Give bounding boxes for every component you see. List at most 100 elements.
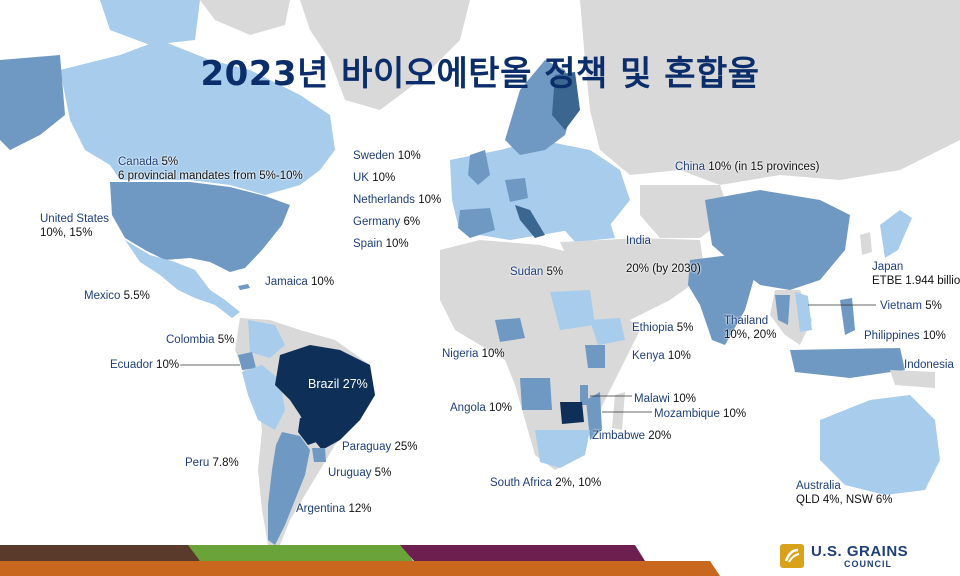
rate-value: 5% (217, 334, 235, 346)
canada-shape (60, 40, 335, 195)
country-name: Canada (118, 156, 159, 168)
country-name: Argentina (296, 503, 346, 515)
rate-value: 10%, 15% (40, 227, 93, 239)
logo-name-text: U.S. GRAINS (811, 543, 909, 560)
spain-shape (458, 208, 495, 238)
nigeria-shape (495, 318, 525, 342)
label-spain: Spain 10% (353, 237, 409, 251)
country-name: Sweden (353, 150, 395, 162)
label-colombia: Colombia 5% (166, 333, 234, 347)
arctic-islands-shape (200, 0, 290, 35)
rate-value: 10% (385, 238, 409, 250)
rate-value: 5% (925, 300, 942, 312)
country-name: Mexico (84, 290, 121, 302)
thailand-shape (775, 295, 790, 325)
rate-value: 20% (648, 430, 672, 442)
footer-stripe-brown (0, 545, 200, 561)
rate-value: 5.5% (123, 290, 150, 302)
label-ecuador: Ecuador 10% (110, 358, 179, 372)
rate-value: 10% (418, 194, 442, 206)
us-grains-council-logo: U.S. GRAINS COUNCIL (778, 542, 960, 572)
rate-value: 20% (by 2030) (626, 263, 701, 275)
rate-value: 10% (311, 276, 335, 288)
germany-shape (505, 178, 528, 202)
rate-value: 10% (708, 161, 732, 173)
rate-value: 5% (374, 467, 392, 479)
country-name: South Africa (490, 477, 553, 489)
rate-value: 2%, 10% (555, 477, 602, 489)
label-united-states: United States 10%, 15% (40, 212, 109, 240)
label-south-africa: South Africa 2%, 10% (490, 476, 601, 490)
label-angola: Angola 10% (450, 401, 512, 415)
rate-value: 27% (342, 377, 368, 391)
country-name: Spain (353, 238, 383, 250)
label-brazil: Brazil 27% (308, 377, 368, 391)
label-australia: Australia QLD 4%, NSW 6% (796, 479, 893, 507)
country-name: Colombia (166, 334, 215, 346)
rate-value: 5% (161, 156, 179, 168)
label-china: China 10% (in 15 provinces) (675, 160, 820, 174)
label-peru: Peru 7.8% (185, 456, 239, 470)
label-india: India 20% (by 2030) (626, 234, 701, 276)
rate-value: 6% (403, 216, 421, 228)
label-uruguay: Uruguay 5% (328, 466, 391, 480)
country-name: Australia (796, 480, 841, 492)
label-malawi: Malawi 10% (634, 392, 696, 406)
logo-sub-text: COUNCIL (844, 559, 892, 569)
australia-shape (820, 395, 940, 495)
rate-value: 10% (489, 402, 513, 414)
country-name: Paraguay (342, 441, 392, 453)
russia-shape (580, 0, 960, 185)
country-name: Thailand (724, 315, 769, 327)
country-name: Jamaica (265, 276, 308, 288)
zimbabwe-shape (560, 402, 584, 424)
label-mozambique: Mozambique 10% (654, 407, 746, 421)
footer-stripe-orange (0, 561, 720, 576)
rate-value: 5% (676, 322, 694, 334)
label-canada: Canada 5% 6 provincial mandates from 5%-… (118, 155, 303, 183)
label-nigeria: Nigeria 10% (442, 347, 505, 361)
rate-value: ETBE 1.944 billion (872, 275, 960, 287)
country-name: Germany (353, 216, 401, 228)
country-name: Indonesia (904, 359, 954, 371)
korea-shape (860, 232, 872, 255)
label-netherlands: Netherlands 10% (353, 193, 441, 207)
madagascar-shape (612, 392, 625, 430)
country-name: Malawi (634, 393, 670, 405)
south-africa-shape (535, 430, 590, 468)
vietnam-shape (795, 292, 812, 332)
philippines-shape (840, 298, 855, 335)
sudan-shape (550, 290, 595, 330)
rate-value: 10% (481, 348, 505, 360)
country-name: United States (40, 213, 110, 225)
label-sweden: Sweden 10% (353, 149, 421, 163)
label-philippines: Philippines 10% (864, 329, 946, 343)
country-name: Kenya (632, 350, 665, 362)
country-name: Zimbabwe (592, 430, 646, 442)
jamaica-shape (238, 284, 250, 290)
label-argentina: Argentina 12% (296, 502, 371, 516)
rate-value: 10% (667, 350, 691, 362)
italy-shape (515, 205, 545, 238)
rate-value: 10% (673, 393, 697, 405)
note-text: (in 15 provinces) (734, 161, 820, 173)
uruguay-shape (312, 448, 326, 462)
country-name: Netherlands (353, 194, 416, 206)
label-japan: Japan ETBE 1.944 billion (872, 260, 960, 288)
footer-stripe-purple (400, 545, 645, 561)
country-name: Uruguay (328, 467, 372, 479)
ecuador-shape (238, 352, 256, 370)
logo-mark-icon (780, 544, 804, 568)
country-name: Mozambique (654, 408, 720, 420)
mozambique-shape (586, 392, 602, 440)
footer-stripe-green (188, 545, 413, 561)
country-name: UK (353, 172, 369, 184)
rate-value: 5% (546, 266, 564, 278)
country-name: Japan (872, 261, 904, 273)
country-name: Philippines (864, 330, 920, 342)
rate-value: 10% (922, 330, 946, 342)
rate-value: 10% (397, 150, 421, 162)
label-jamaica: Jamaica 10% (265, 275, 334, 289)
label-ethiopia: Ethiopia 5% (632, 321, 693, 335)
